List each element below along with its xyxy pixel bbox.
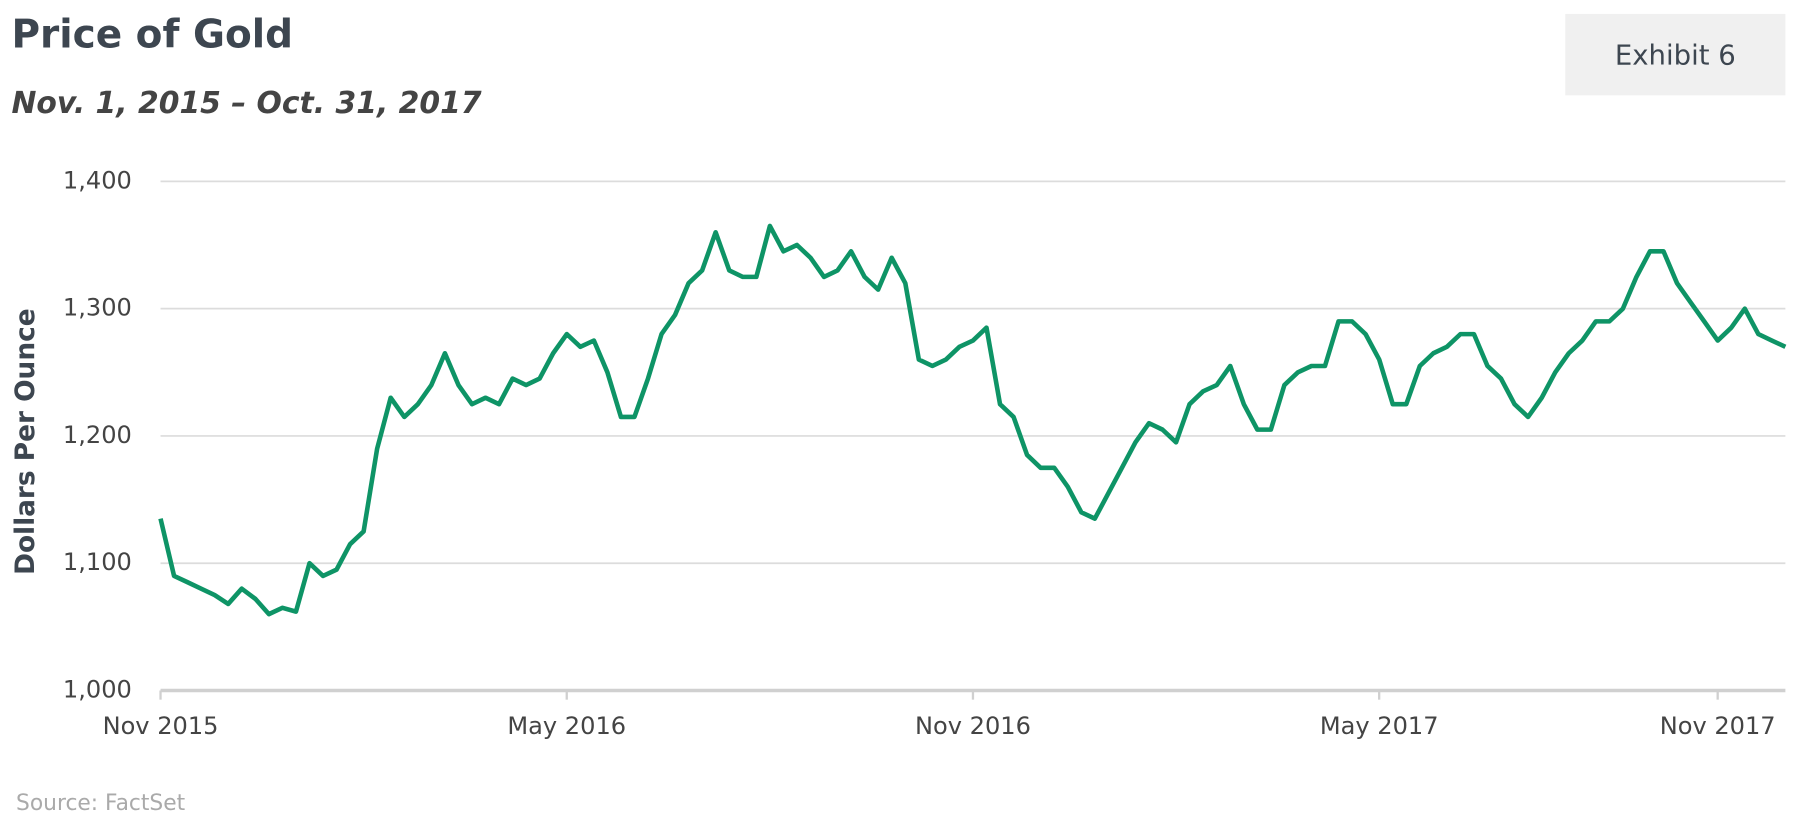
- badge-box: [1565, 13, 1786, 96]
- price-line: [158, 223, 1787, 617]
- y-axis-label: Dollars Per Ounce: [11, 308, 41, 575]
- y-tick-label: 1,300: [63, 294, 132, 322]
- x-tick-label: May 2017: [1320, 712, 1439, 740]
- chart-subtitle: Nov. 1, 2015 – Oct. 31, 2017: [11, 86, 481, 121]
- x-tick-label: Nov 2015: [103, 712, 219, 740]
- x-tick-label: Nov 2017: [1660, 712, 1776, 740]
- y-tick-label: 1,000: [63, 675, 132, 703]
- y-tick-label: 1,100: [63, 548, 132, 576]
- chart-title: Price of Gold: [11, 12, 293, 57]
- source: Source: FactSet: [16, 791, 186, 816]
- y-tick-label: 1,400: [63, 166, 132, 194]
- x-tick-label: Nov 2016: [915, 712, 1031, 740]
- y-tick-label: 1,200: [63, 421, 132, 449]
- x-tick-label: May 2016: [507, 712, 626, 740]
- badge: Exhibit 6: [1615, 39, 1736, 71]
